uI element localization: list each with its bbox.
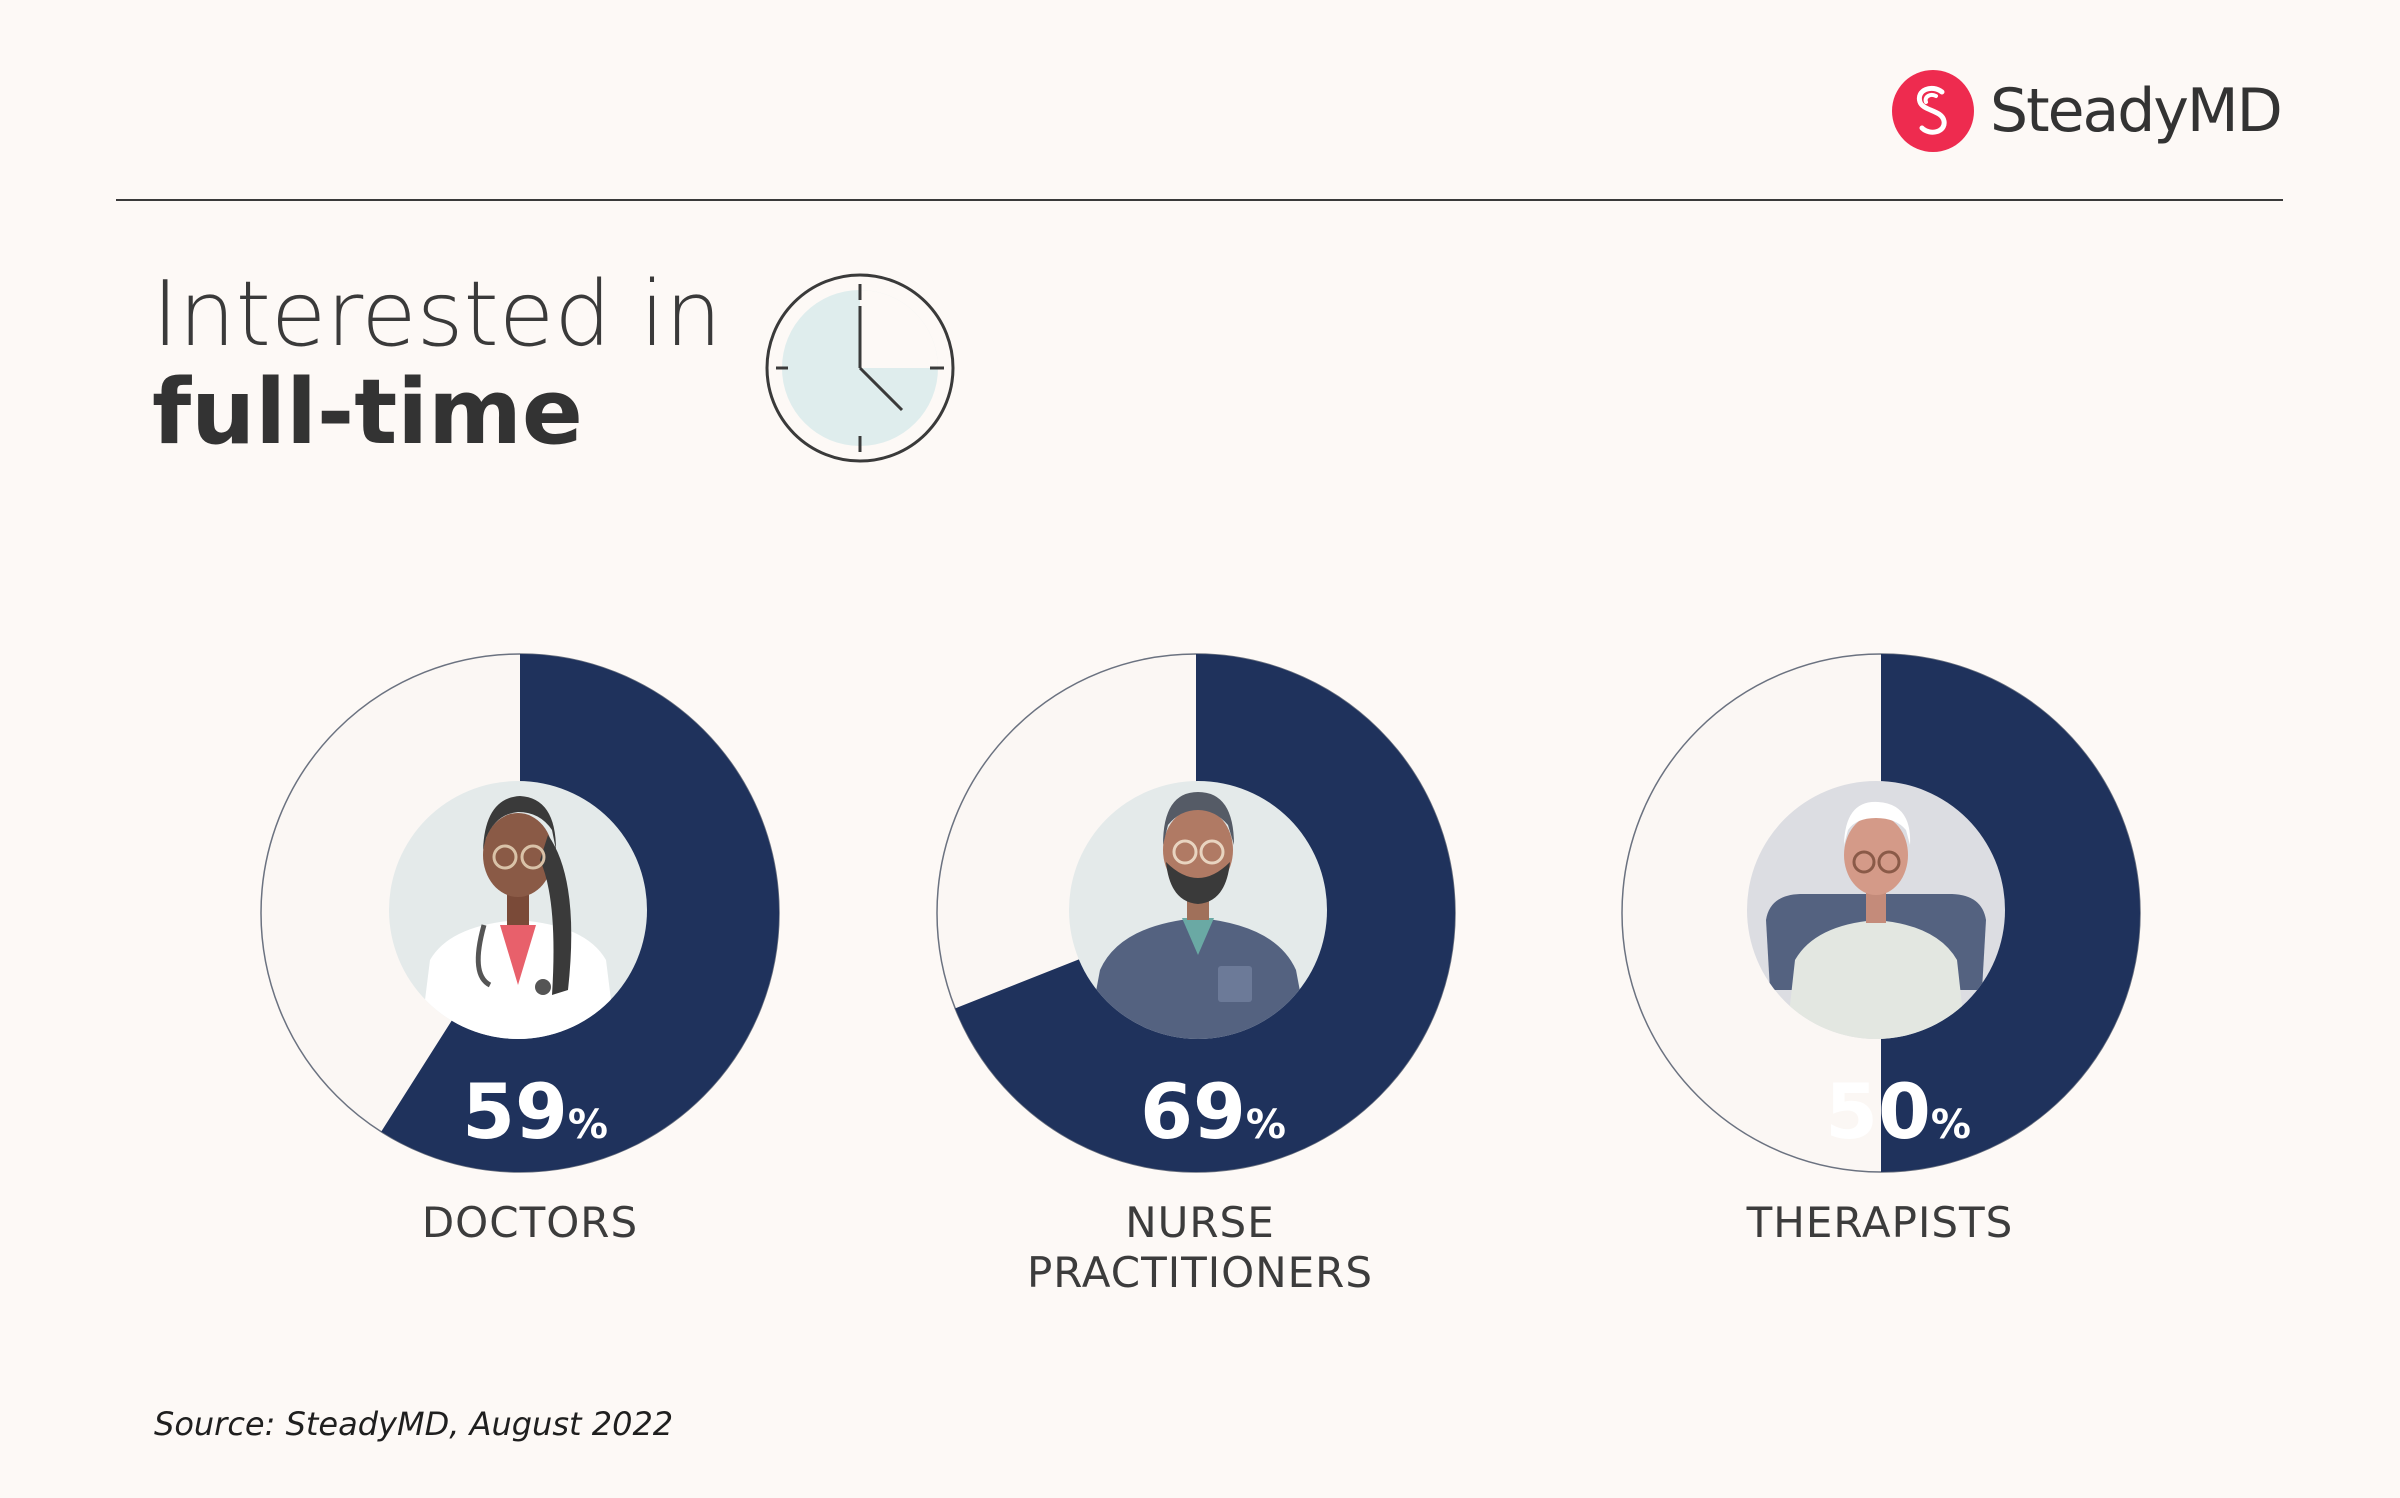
category-label-doctors: DOCTORS — [230, 1198, 830, 1248]
header-divider — [116, 199, 2283, 201]
label-therapists: THERAPISTS — [1746, 1198, 2014, 1247]
clock-icon — [765, 273, 955, 463]
donut-fill-therapists — [1881, 654, 2140, 1172]
category-label-therapists: THERAPISTS — [1580, 1198, 2180, 1248]
value-label-therapists: 50% — [1825, 1067, 1971, 1156]
value-unit-nurse-practitioners: % — [1246, 1102, 1286, 1148]
value-unit-doctors: % — [568, 1102, 608, 1148]
steadymd-s-logo-icon — [1892, 70, 1974, 152]
value-number-nurse-practitioners: 69 — [1140, 1067, 1246, 1156]
page-title: Interested in full-time — [152, 270, 722, 458]
value-number-therapists: 50 — [1825, 1067, 1931, 1156]
steadymd-logo: SteadyMD — [1892, 70, 2283, 152]
brand-name: SteadyMD — [1990, 76, 2283, 146]
donut-therapists: 50% — [1621, 653, 2141, 1173]
value-unit-therapists: % — [1931, 1102, 1971, 1148]
label-doctors: DOCTORS — [421, 1198, 639, 1247]
value-label-nurse-practitioners: 69% — [1140, 1067, 1286, 1156]
nurse-practitioner-avatar-icon — [1069, 781, 1327, 1039]
label-nurse-line2: PRACTITIONERS — [1026, 1248, 1374, 1297]
category-label-nurse-practitioners: NURSE PRACTITIONERS — [900, 1198, 1500, 1298]
therapist-avatar-icon — [1747, 781, 2005, 1039]
title-line-1: Interested in — [152, 262, 722, 367]
label-nurse-line1: NURSE — [1125, 1198, 1275, 1247]
doctor-avatar-icon — [389, 781, 647, 1039]
donut-nurse-practitioners: 69% — [936, 653, 1456, 1173]
source-note: Source: SteadyMD, August 2022 — [154, 1405, 674, 1443]
value-label-doctors: 59% — [462, 1067, 608, 1156]
title-line-2: full-time — [152, 360, 583, 465]
donut-doctors: 59% — [260, 653, 780, 1173]
value-number-doctors: 59 — [462, 1067, 568, 1156]
